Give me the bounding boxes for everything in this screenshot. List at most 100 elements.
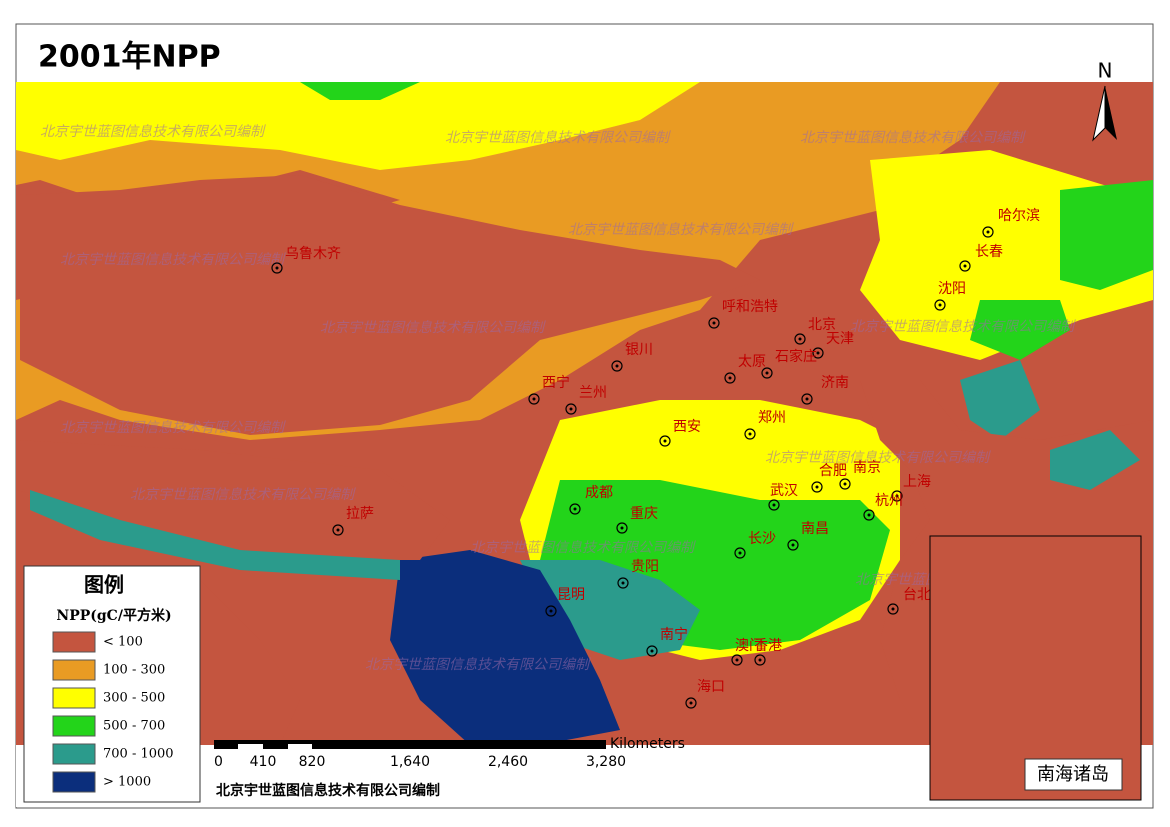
legend-swatch	[52, 631, 96, 653]
city-marker	[565, 403, 577, 415]
city-dot	[573, 507, 577, 511]
npp-zone	[1050, 430, 1140, 490]
city-dot	[765, 371, 769, 375]
city-marker	[761, 367, 773, 379]
city-marker	[734, 547, 746, 559]
legend-swatch	[52, 743, 96, 765]
city-dot	[728, 376, 732, 380]
city-label: 南宁	[660, 626, 688, 643]
map-title: 2001年NPP	[38, 40, 221, 75]
city-dot	[738, 551, 742, 555]
city-label: 长春	[975, 244, 1003, 260]
city-label: 太原	[738, 354, 766, 370]
city-label: 沈阳	[938, 281, 966, 297]
city-dot	[621, 581, 625, 585]
watermark: 北京宇世蓝图信息技术有限公司编制	[40, 124, 266, 140]
watermark: 北京宇世蓝图信息技术有限公司编制	[800, 130, 1026, 146]
north-label: N	[1098, 59, 1113, 83]
city-dot	[895, 494, 899, 498]
scale-segment	[238, 744, 263, 749]
city-marker	[982, 226, 994, 238]
city-label: 兰州	[579, 385, 607, 401]
city-marker	[863, 509, 875, 521]
city-marker	[839, 478, 851, 490]
city-label: 杭州	[875, 493, 903, 509]
city-marker	[708, 317, 720, 329]
north-arrow	[1105, 86, 1117, 140]
city-dot	[275, 266, 279, 270]
city-marker	[794, 333, 806, 345]
legend-label: 300 - 500	[103, 691, 165, 706]
city-marker	[801, 393, 813, 405]
city-label: 澳门	[735, 638, 763, 654]
city-label: 南昌	[801, 521, 829, 537]
city-dot	[663, 439, 667, 443]
city-label: 郑州	[758, 410, 786, 426]
scale-segment	[288, 744, 312, 749]
city-marker	[545, 605, 557, 617]
watermark: 北京宇世蓝图信息技术有限公司编制	[60, 252, 286, 268]
npp-zone	[1060, 180, 1153, 290]
city-dot	[867, 513, 871, 517]
city-marker	[811, 481, 823, 493]
city-label: 济南	[821, 375, 849, 391]
city-marker	[754, 654, 766, 666]
city-dot	[620, 526, 624, 530]
city-label: 石家庄	[775, 348, 817, 365]
scale-label: 2,460	[488, 754, 528, 770]
watermark: 北京宇世蓝图信息技术有限公司编制	[130, 487, 356, 503]
city-marker	[616, 522, 628, 534]
npp-zone	[390, 550, 620, 745]
credit: 北京宇世蓝图信息技术有限公司编制	[216, 782, 440, 799]
city-marker	[685, 697, 697, 709]
watermark: 北京宇世蓝图信息技术有限公司编制	[445, 130, 671, 146]
city-dot	[615, 364, 619, 368]
scale-label: 410	[250, 754, 277, 770]
city-dot	[843, 482, 847, 486]
inset-label-box	[1024, 758, 1123, 791]
city-label: 昆明	[557, 587, 585, 603]
city-label: 拉萨	[346, 506, 374, 522]
scale-label: 1,640	[390, 754, 430, 770]
watermark: 北京宇世蓝图信息技术有限公司编制	[320, 320, 546, 336]
city-marker	[659, 435, 671, 447]
city-marker	[332, 524, 344, 536]
scale-label: 820	[299, 754, 326, 770]
npp-zone	[30, 490, 400, 580]
city-label: 武汉	[770, 483, 798, 499]
city-dot	[336, 528, 340, 532]
city-label: 呼和浩特	[722, 299, 778, 315]
city-label: 南京	[853, 460, 881, 476]
city-dot	[650, 649, 654, 653]
city-marker	[768, 499, 780, 511]
city-marker	[646, 645, 658, 657]
city-dot	[816, 351, 820, 355]
city-dot	[791, 543, 795, 547]
city-marker	[812, 347, 824, 359]
legend-label: 700 - 1000	[103, 747, 174, 762]
city-dot	[815, 485, 819, 489]
legend-title: 图例	[84, 573, 124, 597]
watermark: 北京宇世蓝图信息技术有限公司编制	[470, 540, 696, 556]
city-label: 台北	[903, 587, 931, 603]
city-dot	[986, 230, 990, 234]
city-marker	[528, 393, 540, 405]
city-dot	[758, 658, 762, 662]
city-marker	[731, 654, 743, 666]
watermark: 北京宇世蓝图信息技术有限公司编制	[60, 420, 286, 436]
city-dot	[963, 264, 967, 268]
city-label: 长沙	[748, 531, 776, 547]
city-label: 西宁	[542, 374, 570, 391]
npp-zone	[16, 440, 450, 560]
inset-label: 南海诸岛	[1037, 764, 1109, 785]
legend-box	[23, 565, 201, 803]
scale-label: 0	[214, 754, 223, 770]
city-dot	[798, 337, 802, 341]
city-label: 天津	[826, 331, 854, 347]
city-marker	[569, 503, 581, 515]
city-marker	[271, 262, 283, 274]
city-marker	[617, 577, 629, 589]
city-label: 西安	[673, 419, 701, 435]
legend-label: > 1000	[103, 775, 151, 790]
